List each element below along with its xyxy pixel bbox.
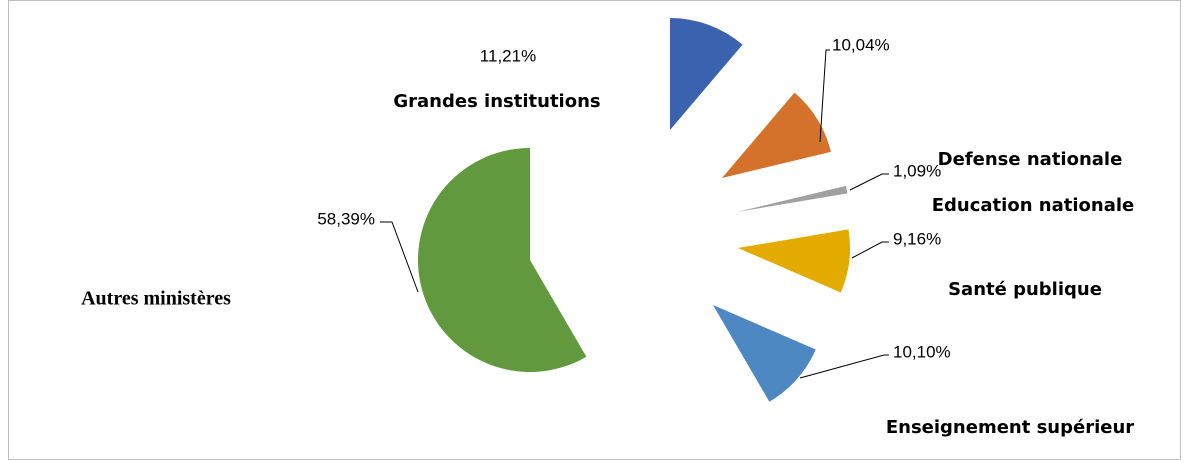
leader-line <box>380 221 419 293</box>
data-label: 9,16% <box>893 229 941 248</box>
data-label: 58,39% <box>317 209 375 228</box>
data-label: 1,09% <box>893 161 941 180</box>
pie-slice <box>738 229 850 293</box>
leader-line <box>819 49 830 143</box>
pie-slice <box>722 92 831 178</box>
category-label: Enseignement supérieur <box>886 417 1134 438</box>
leader-line <box>799 354 889 379</box>
category-label: Santé publique <box>948 279 1102 300</box>
pie-slice <box>737 185 848 212</box>
data-label: 10,04% <box>832 35 890 54</box>
leader-line <box>851 241 889 259</box>
pie-slice <box>713 305 816 402</box>
category-label: Education nationale <box>932 195 1134 216</box>
leader-line <box>849 173 889 191</box>
category-label: Grandes institutions <box>393 91 600 112</box>
data-label: 11,21% <box>480 46 536 65</box>
category-label: Defense nationale <box>938 149 1123 170</box>
category-label: Autres ministères <box>81 288 231 310</box>
data-label: 10,10% <box>893 342 951 361</box>
chart-border <box>8 0 1181 460</box>
pie-slice <box>670 18 743 130</box>
pie-slice <box>418 148 587 372</box>
